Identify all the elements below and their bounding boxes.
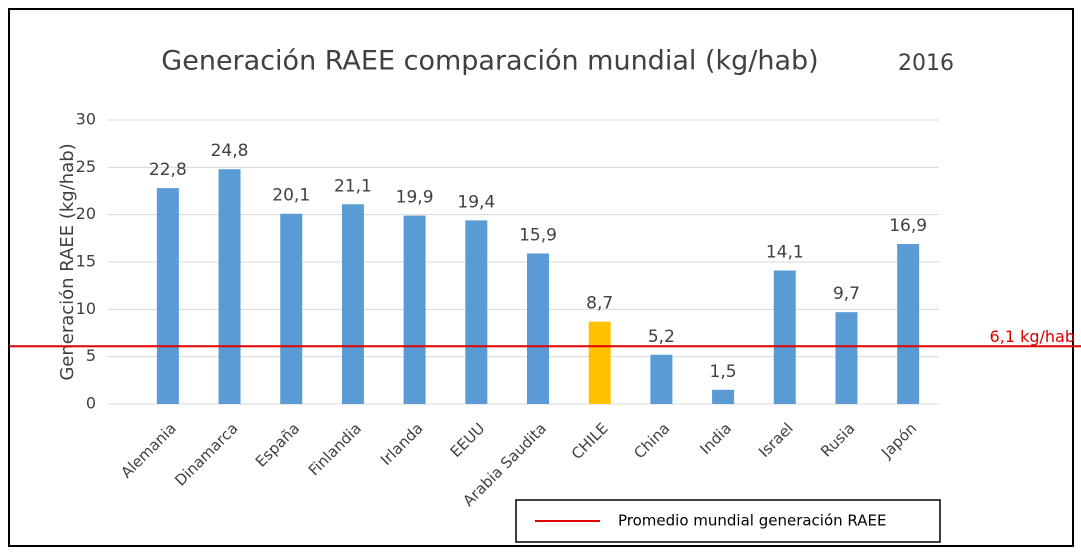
data-label: 19,9 xyxy=(396,188,434,208)
bar xyxy=(712,389,735,404)
y-tick-label: 25 xyxy=(76,157,96,176)
data-label: 1,5 xyxy=(710,362,737,382)
bar xyxy=(403,215,426,404)
bar xyxy=(156,188,179,404)
y-tick-label: 5 xyxy=(86,346,96,365)
bar xyxy=(773,270,796,404)
data-label: 8,7 xyxy=(586,294,613,314)
bar xyxy=(835,312,858,404)
bar xyxy=(280,213,303,404)
y-tick-label: 30 xyxy=(76,110,96,129)
data-label: 5,2 xyxy=(648,327,675,347)
bar xyxy=(897,244,920,404)
bar xyxy=(341,204,364,404)
legend-label: Promedio mundial generación RAEE xyxy=(618,512,886,530)
data-label: 9,7 xyxy=(833,284,860,304)
data-label: 15,9 xyxy=(519,225,557,245)
data-label: 19,4 xyxy=(457,192,495,212)
data-label: 20,1 xyxy=(272,186,310,206)
y-tick-label: 20 xyxy=(76,204,96,223)
data-label: 22,8 xyxy=(149,160,187,180)
y-axis-label: Generación RAEE (kg/hab) xyxy=(57,143,78,380)
y-tick-label: 0 xyxy=(86,394,96,413)
bar xyxy=(527,253,549,404)
data-label: 24,8 xyxy=(211,141,249,161)
bar xyxy=(588,321,611,404)
chart-title-year: 2016 xyxy=(898,51,954,76)
data-label: 16,9 xyxy=(889,216,927,236)
y-tick-label: 10 xyxy=(76,299,96,318)
bar xyxy=(650,354,673,404)
reference-label: 6,1 kg/hab xyxy=(990,327,1075,346)
chart-title: Generación RAEE comparación mundial (kg/… xyxy=(161,46,818,77)
y-tick-label: 15 xyxy=(76,252,96,271)
bar xyxy=(218,169,241,404)
data-label: 21,1 xyxy=(334,176,372,196)
data-label: 14,1 xyxy=(766,243,804,263)
bar xyxy=(465,220,488,404)
